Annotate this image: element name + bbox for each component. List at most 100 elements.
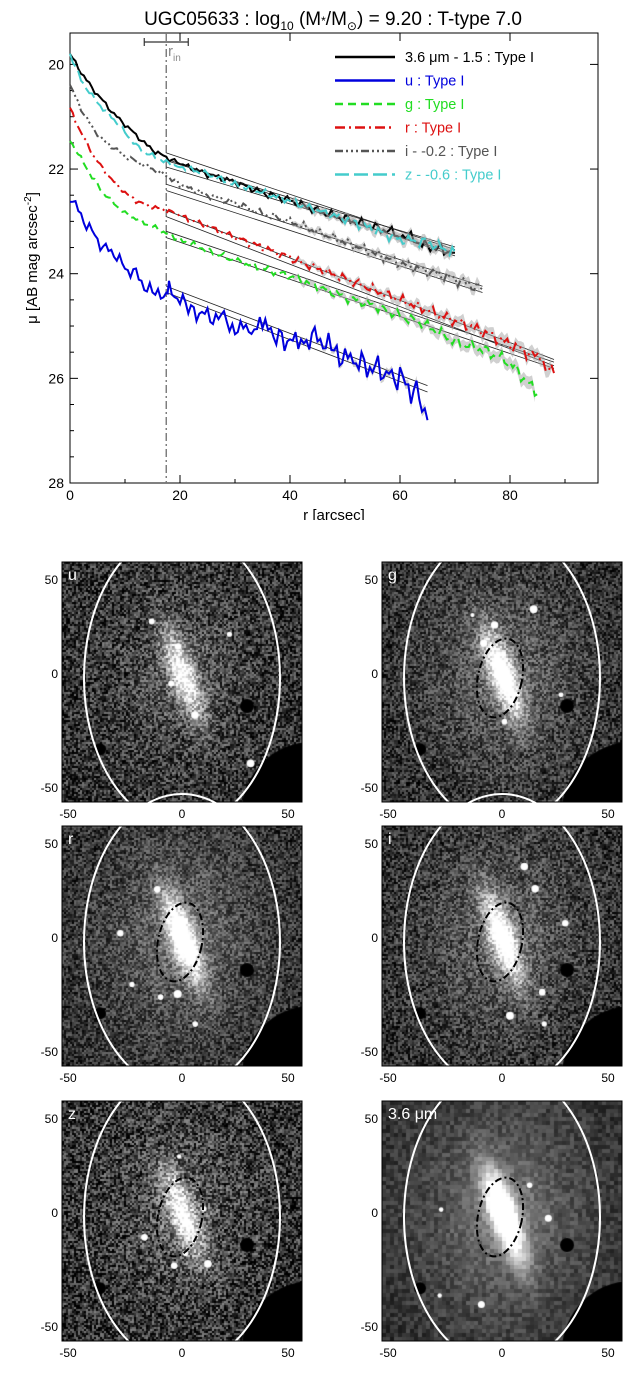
panel-svg: r -50 0 50 50 0 -50 <box>41 793 303 1091</box>
fit-line <box>166 216 555 367</box>
panel-x-tick-label: -50 <box>59 807 77 821</box>
x-tick-label: 0 <box>66 487 74 503</box>
panel-x-tick-label: -50 <box>379 807 397 821</box>
panel-x-tick-label: -50 <box>379 1071 397 1085</box>
panel-x-tick-label: 0 <box>179 807 186 821</box>
outer-ellipse <box>403 793 601 1091</box>
rin-label: rin <box>168 43 181 64</box>
y-tick-label: 22 <box>48 161 64 177</box>
inner-ellipse <box>475 637 525 719</box>
panel-x-tick-label: 0 <box>499 1346 506 1360</box>
panel-frame <box>381 1100 623 1342</box>
panel-svg: 3.6 μm -50 0 50 50 0 -50 <box>361 1068 623 1366</box>
panel-image <box>62 826 302 1066</box>
panel-frame <box>61 825 303 1067</box>
panel-band-label: z <box>68 1106 76 1123</box>
panel-image <box>382 1101 622 1341</box>
panel-y-tick-label: 0 <box>51 667 58 681</box>
plot-frame <box>69 32 599 484</box>
panel-frame <box>381 561 623 803</box>
x-tick-label: 20 <box>172 487 188 503</box>
inner-ellipse <box>155 901 205 983</box>
panel-x-tick-label: 50 <box>281 1071 295 1085</box>
panel-x-tick-label: 0 <box>499 807 506 821</box>
outer-ellipse <box>83 793 281 1091</box>
panel-y-tick-label: 0 <box>51 1206 58 1220</box>
legend-label: i - -0.2 : Type I <box>405 144 497 160</box>
panel-y-tick-label: 0 <box>371 931 378 945</box>
panel-y-tick-label: -50 <box>361 1045 379 1059</box>
panel-y-tick-label: -50 <box>361 781 379 795</box>
plot-area: 0 20 40 60 80 20 22 24 26 28 <box>48 33 598 503</box>
panel-x-tick-label: -50 <box>59 1346 77 1360</box>
legend-label: 3.6 μm - 1.5 : Type I <box>405 50 534 66</box>
panel-svg: g -50 0 50 50 0 -50 <box>361 529 623 827</box>
panel-y-tick-label: -50 <box>41 1320 59 1334</box>
panel-x-tick-label: 50 <box>601 1346 615 1360</box>
panel-frame <box>381 825 623 1067</box>
inner-ellipse <box>475 901 525 983</box>
panel-svg: i -50 0 50 50 0 -50 <box>361 793 623 1091</box>
y-tick-label: 24 <box>48 266 64 282</box>
panel-y-tick-label: 0 <box>371 1206 378 1220</box>
panel-svg: z -50 0 50 50 0 -50 <box>41 1068 303 1366</box>
panel-frame <box>61 561 303 803</box>
outer-ellipse <box>403 1068 601 1366</box>
outer-ellipse <box>83 1068 281 1366</box>
profile-line <box>69 140 539 398</box>
profile-line <box>69 84 484 292</box>
image-panel-u: u -50 0 50 50 0 -50 <box>41 529 322 847</box>
panel-y-tick-label: -50 <box>41 781 59 795</box>
image-panel-ir: 3.6 μm -50 0 50 50 0 -50 <box>361 1068 639 1386</box>
panel-band-label: g <box>388 567 397 584</box>
profile-line <box>69 53 456 258</box>
inner-ellipse <box>475 1176 525 1258</box>
panel-band-label: 3.6 μm <box>388 1106 437 1123</box>
panel-y-tick-label: 50 <box>45 1112 59 1126</box>
error-band <box>292 254 552 378</box>
panel-image <box>62 1101 302 1341</box>
panel-y-tick-label: 0 <box>51 931 58 945</box>
panel-image-holder <box>62 562 302 802</box>
panel-image-holder <box>62 826 302 1066</box>
panel-image <box>382 826 622 1066</box>
fit-line <box>166 230 555 363</box>
image-panel-g: g -50 0 50 50 0 -50 <box>361 529 639 847</box>
panel-y-tick-label: -50 <box>41 1045 59 1059</box>
panel-x-tick-label: 50 <box>601 1071 615 1085</box>
y-axis-label: μ [AB mag arcsec-2] <box>23 192 41 324</box>
legend-label: u : Type I <box>405 74 464 90</box>
panel-x-tick-label: -50 <box>59 1071 77 1085</box>
panel-y-tick-label: 50 <box>365 837 379 851</box>
panel-image <box>382 562 622 802</box>
panel-y-tick-label: 50 <box>45 573 59 587</box>
panel-y-tick-label: 0 <box>371 667 378 681</box>
legend-label: g : Type I <box>405 97 464 113</box>
panel-x-tick-label: 50 <box>281 1346 295 1360</box>
image-panel-i: i -50 0 50 50 0 -50 <box>361 793 639 1111</box>
y-tick-label: 28 <box>48 475 64 491</box>
legend: 3.6 μm - 1.5 : Type I u : Type I g : Type … <box>335 50 534 184</box>
panel-x-tick-label: 0 <box>499 1071 506 1085</box>
legend-label: z - -0.6 : Type I <box>405 168 501 184</box>
panel-band-label: r <box>68 831 74 848</box>
panel-x-tick-label: 50 <box>281 807 295 821</box>
panel-band-label: u <box>68 567 77 584</box>
panel-image-holder <box>62 1101 302 1341</box>
surface-brightness-profile-chart: UGC05633 : log10 (M*/M⊙) = 9.20 : T-type… <box>23 9 599 520</box>
panel-y-tick-label: 50 <box>45 837 59 851</box>
panel-image-holder <box>382 826 622 1066</box>
y-tick-label: 26 <box>48 370 64 386</box>
x-tick-label: 40 <box>282 487 298 503</box>
panel-x-tick-label: -50 <box>379 1346 397 1360</box>
panel-image-holder <box>382 562 622 802</box>
panel-band-label: i <box>388 831 392 848</box>
panel-y-tick-label: -50 <box>361 1320 379 1334</box>
panel-y-tick-label: 50 <box>365 573 379 587</box>
panel-x-tick-label: 0 <box>179 1346 186 1360</box>
panel-x-tick-label: 50 <box>601 807 615 821</box>
x-tick-label: 80 <box>502 487 518 503</box>
y-tick-label: 20 <box>48 56 64 72</box>
profile-line <box>69 199 429 421</box>
inner-ellipse <box>155 1176 205 1258</box>
